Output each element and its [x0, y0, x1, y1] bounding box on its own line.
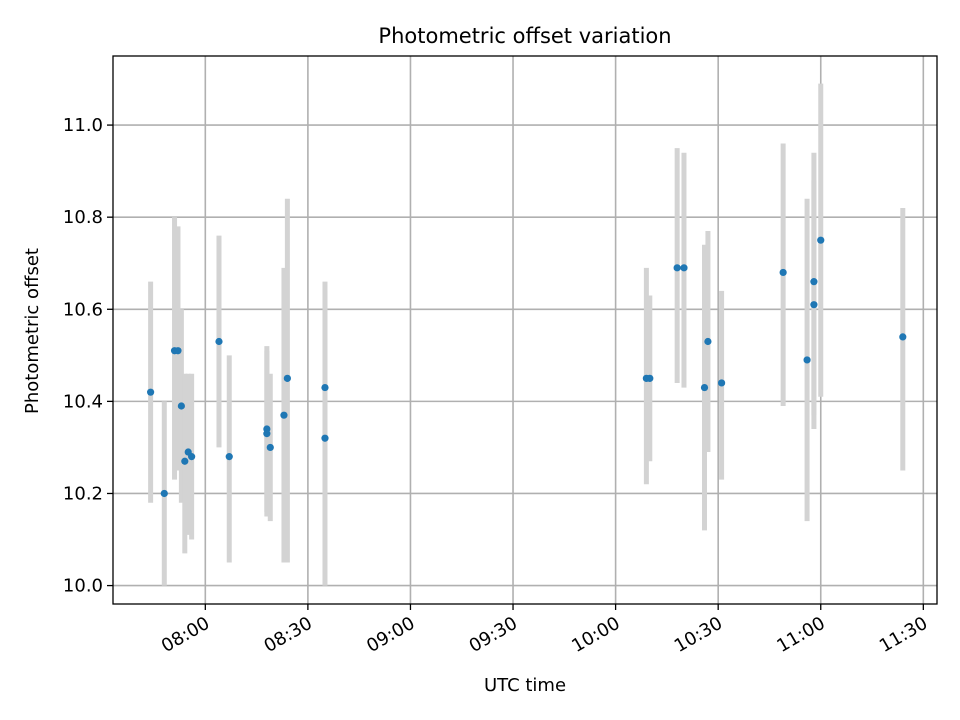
plot-frame: [112, 55, 938, 605]
data-point: [283, 374, 291, 382]
point-layer: [147, 236, 907, 498]
data-point: [704, 337, 712, 346]
data-point: [181, 457, 189, 465]
data-point: [700, 383, 709, 392]
data-point: [803, 356, 811, 364]
y-tick-label: 10.2: [63, 483, 103, 504]
data-point: [817, 236, 825, 244]
data-point: [810, 278, 818, 286]
chart-title: Photometric offset variation: [378, 24, 671, 48]
data-point: [779, 268, 787, 277]
data-point: [321, 434, 329, 442]
data-point: [177, 402, 185, 410]
data-point: [646, 374, 654, 382]
data-point: [680, 264, 688, 272]
data-point: [280, 411, 288, 419]
data-point: [263, 425, 271, 433]
data-point: [174, 347, 182, 355]
data-point: [188, 453, 196, 461]
data-point: [899, 333, 907, 341]
grid-layer: [113, 56, 937, 604]
data-point: [717, 379, 726, 387]
y-tick-label: 10.0: [63, 576, 103, 597]
y-tick-label: 11.0: [63, 115, 103, 136]
data-point: [673, 264, 681, 272]
data-point: [810, 301, 818, 309]
data-point: [215, 337, 223, 346]
data-point: [225, 453, 233, 461]
y-tick-label: 10.4: [63, 391, 103, 412]
y-axis-label: Photometric offset: [22, 248, 43, 414]
y-axis: 10.0 10.2 10.4 10.6 10.8 11.0: [63, 115, 113, 597]
y-tick-label: 10.6: [63, 299, 103, 320]
x-axis-label: UTC time: [484, 675, 566, 696]
data-point: [266, 443, 274, 452]
data-point: [160, 489, 168, 498]
y-tick-label: 10.8: [63, 207, 103, 228]
data-point: [321, 383, 329, 392]
data-point: [147, 388, 155, 396]
